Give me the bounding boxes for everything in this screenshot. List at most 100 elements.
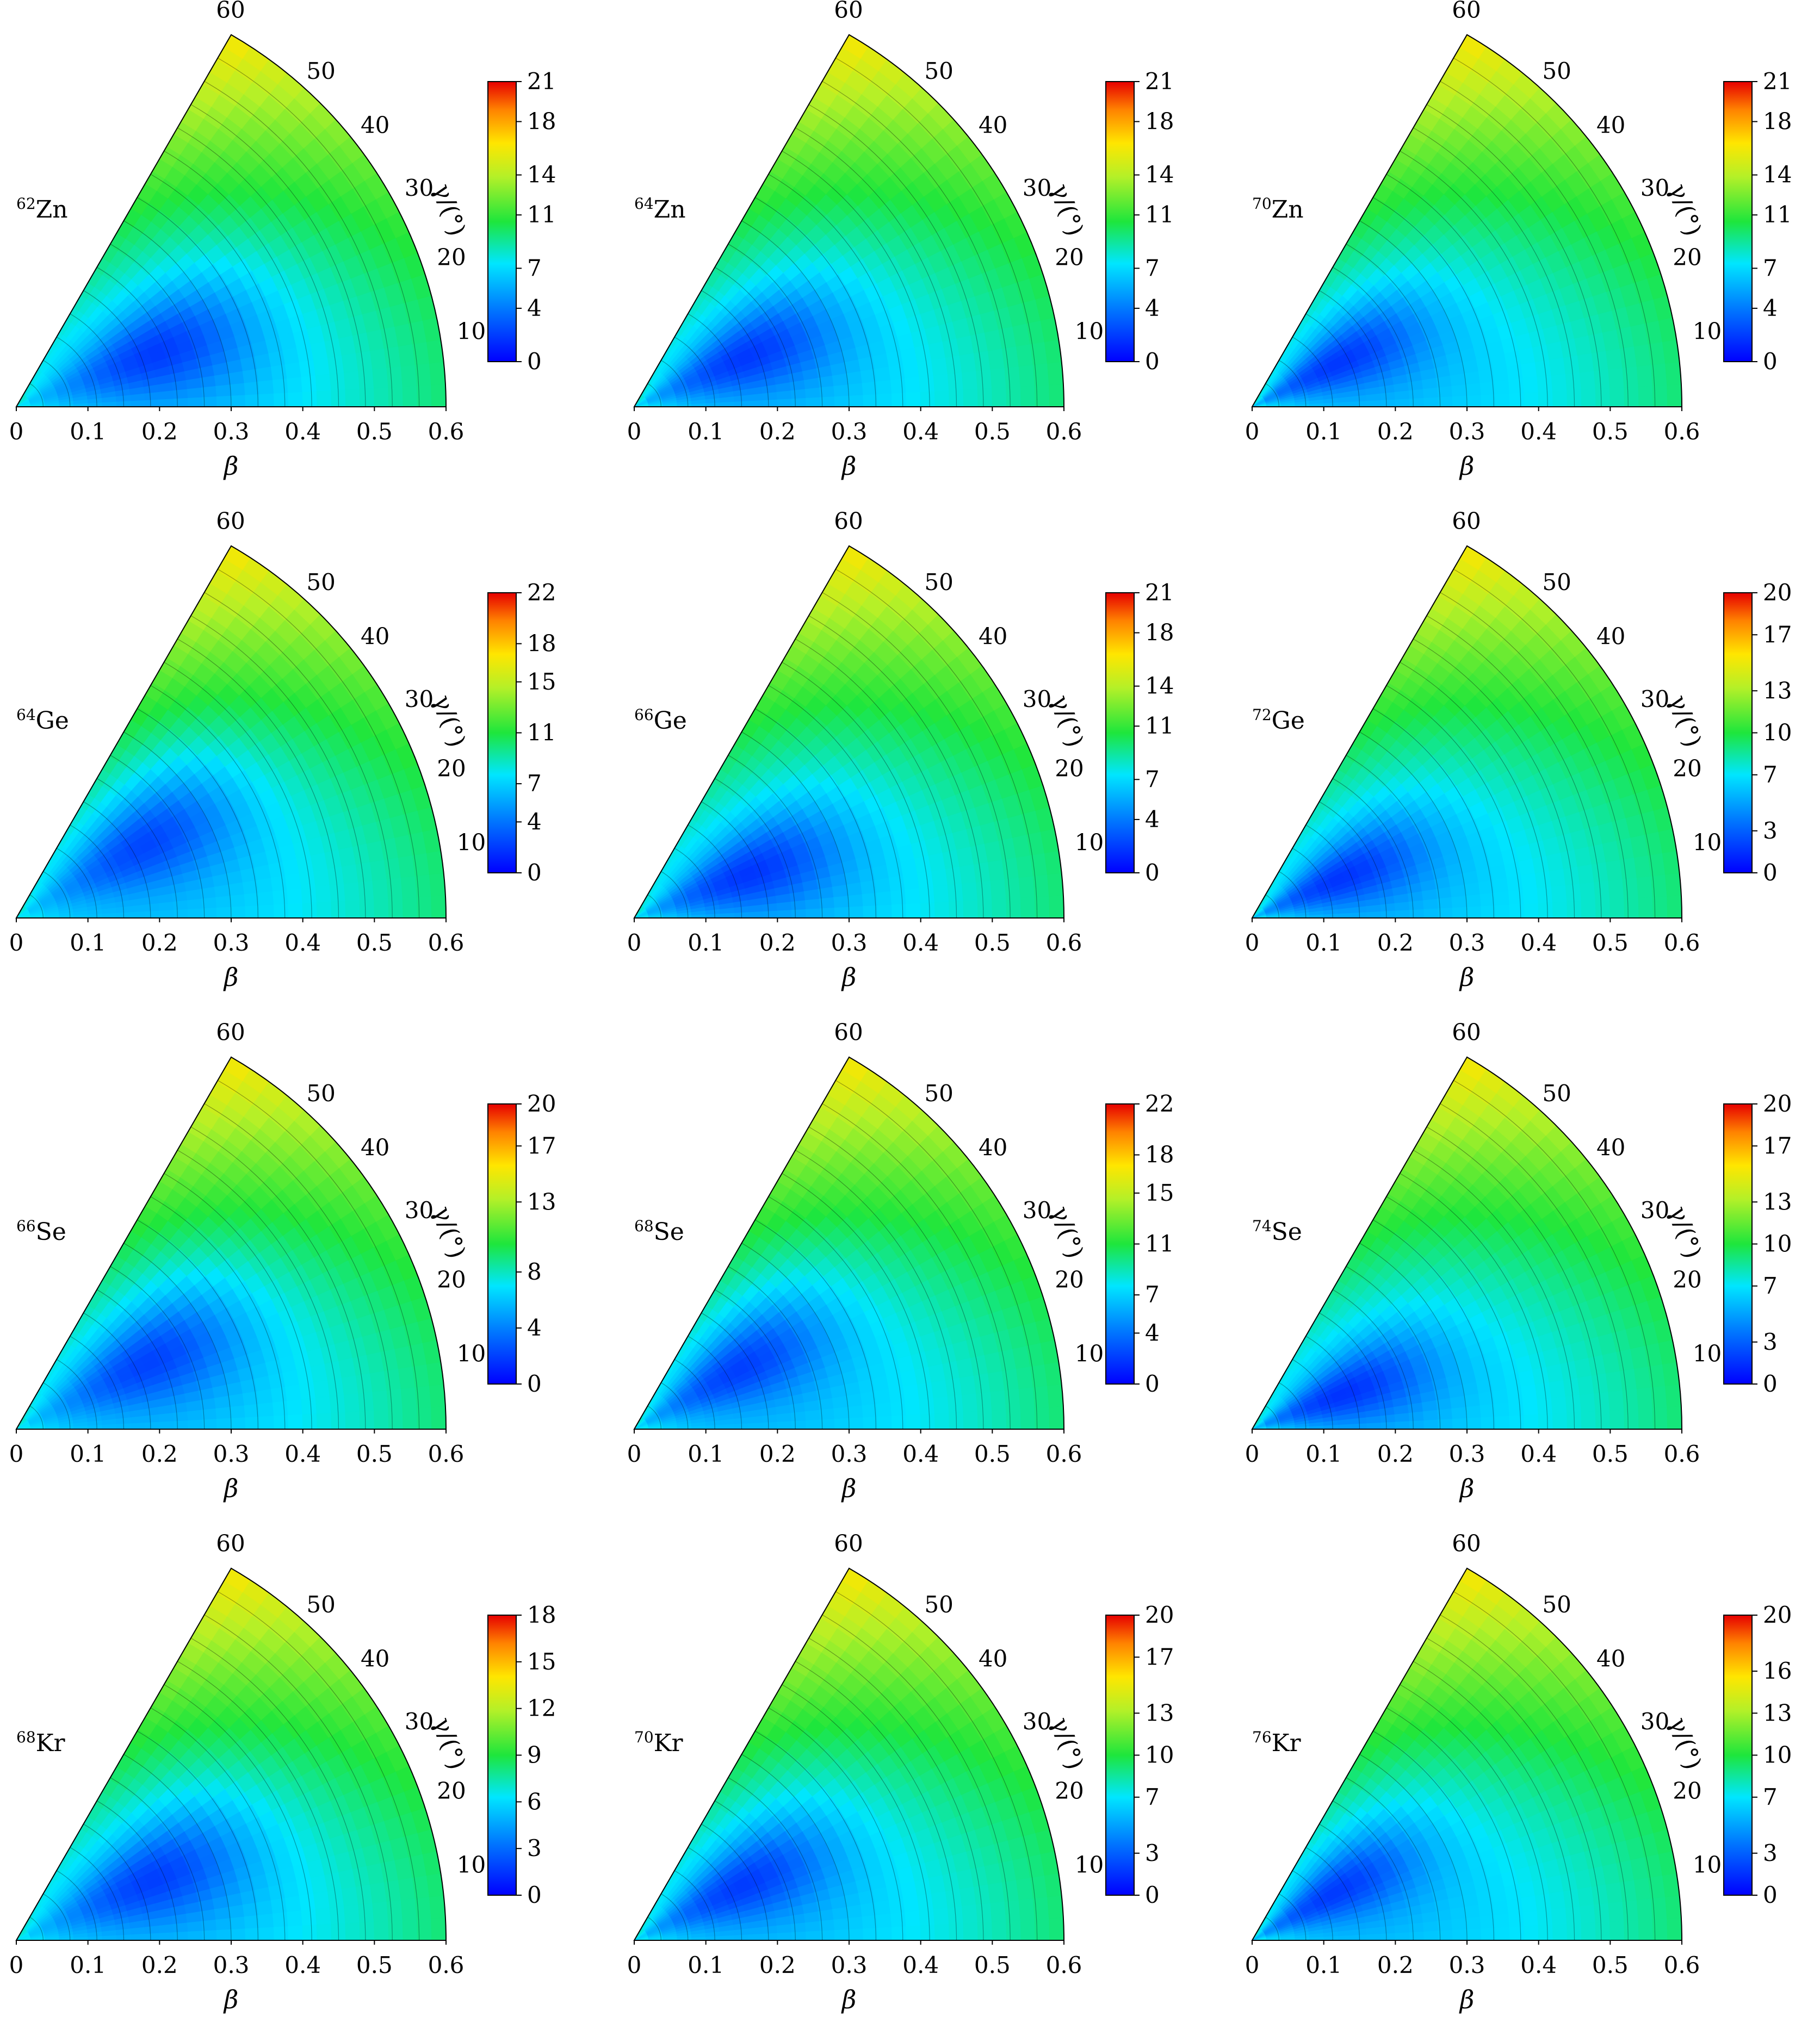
heat-cell [849, 1417, 864, 1430]
heat-cell [791, 909, 807, 919]
heat-cell [963, 899, 979, 919]
heat-cell [1001, 857, 1019, 879]
heat-cell [1520, 873, 1538, 890]
heat-cell [316, 390, 332, 407]
panel: 0 0.1 0.2 0.3 0.4 0.5 0.6β102030405060γ/(°)68S… [627, 1019, 1174, 1503]
heat-cell [1549, 868, 1566, 887]
heat-cell [1465, 382, 1482, 396]
colorbar-tick-label: 0 [527, 859, 542, 886]
heat-cell [1619, 857, 1637, 879]
heat-cell [902, 873, 920, 890]
heat-cell [359, 1410, 375, 1430]
heat-cell [1018, 364, 1035, 387]
heat-cell [355, 1373, 373, 1394]
heat-cell [1422, 898, 1439, 909]
heat-cell [777, 398, 793, 407]
heat-cell [1552, 901, 1568, 919]
sextant-frame [15, 34, 447, 407]
heat-cell [902, 362, 920, 379]
heat-cell [372, 1389, 389, 1411]
heat-cell [920, 902, 936, 919]
heat-cell [386, 1388, 403, 1410]
heat-cell [976, 880, 992, 901]
beta-tick-label: 0.1 [688, 929, 724, 956]
contour-line [150, 173, 286, 407]
heat-cell [1549, 357, 1566, 376]
heat-cell [369, 859, 387, 881]
heat-cell [288, 903, 304, 919]
heat-cell [933, 885, 949, 903]
heat-cell [1595, 388, 1611, 407]
heat-cell [287, 376, 303, 393]
colorbar-tick-label: 3 [1763, 817, 1778, 844]
heat-cell [1495, 904, 1511, 919]
beta-tick-label: 0 [9, 1441, 24, 1467]
heat-cell [345, 899, 361, 919]
gamma-tick-label: 50 [1542, 58, 1571, 84]
heat-cell [877, 393, 893, 407]
beta-tick-label: 0.1 [70, 929, 106, 956]
colorbar-tick-label: 14 [1763, 162, 1792, 188]
heat-cell [1452, 395, 1468, 407]
beta-tick-label: 0.5 [1592, 929, 1629, 956]
colorbar-tick-label: 11 [1145, 201, 1174, 228]
colorbar-tick-label: 14 [527, 162, 556, 188]
heat-cell [1522, 376, 1539, 393]
heat-cell [1506, 364, 1524, 380]
heat-cell [1016, 855, 1033, 878]
colorbar-tick-label: 21 [1145, 579, 1174, 606]
colorbar-tick-label: 18 [1145, 619, 1174, 646]
heat-cell [273, 903, 289, 919]
beta-tick-label: 0.5 [1592, 418, 1629, 445]
heat-cell [1366, 911, 1382, 919]
heat-cell [906, 903, 921, 919]
heat-cell [961, 370, 978, 390]
colorbar-tick-label: 0 [1763, 348, 1778, 375]
heat-cell [890, 378, 907, 394]
colorbar-tick-label: 0 [1763, 859, 1778, 886]
heat-cell [987, 348, 1005, 370]
heat-cell [1591, 861, 1609, 883]
heat-cell [959, 864, 976, 884]
heat-cell [849, 394, 864, 407]
heat-cell [374, 1409, 389, 1430]
colorbar-tick-label: 20 [1763, 579, 1792, 606]
heat-cell [230, 893, 246, 907]
heat-cell [258, 380, 274, 394]
heat-cell [1551, 374, 1567, 392]
panel: 0 0.1 0.2 0.3 0.4 0.5 0.6β102030405060γ/(°)72G… [1245, 507, 1792, 992]
contour-line [83, 290, 151, 407]
heat-cell [888, 364, 906, 380]
heat-cell [355, 350, 373, 371]
heat-cell [159, 1420, 175, 1430]
heat-cell [1667, 895, 1682, 919]
heat-cell [890, 889, 907, 905]
heat-cell [231, 1417, 246, 1430]
colorbar-tick-label: 0 [1145, 859, 1160, 886]
beta-tick-label: 0.3 [1449, 929, 1485, 956]
heat-cell [187, 898, 203, 909]
beta-tick-label: 0.2 [759, 929, 796, 956]
beta-tick-label: 0.1 [1305, 929, 1342, 956]
heat-cell [1452, 906, 1468, 919]
heat-cell [931, 868, 948, 887]
gamma-tick-label: 20 [437, 244, 466, 271]
heat-cell [383, 346, 401, 368]
contour-line [164, 151, 312, 407]
heat-cell [345, 1411, 361, 1430]
heat-cell [398, 855, 416, 878]
nucleus-label: 62Zn [16, 195, 68, 224]
contour-line [218, 58, 420, 407]
gamma-tick-label: 60 [1452, 0, 1481, 23]
heat-cell [877, 904, 893, 919]
gamma-tick-label: 30 [1023, 686, 1051, 712]
heat-cell [1537, 886, 1553, 903]
heat-cell [1001, 346, 1019, 368]
gamma-tick-label: 20 [1673, 755, 1701, 782]
heat-cell [1534, 871, 1552, 889]
beta-tick-label: 0.4 [284, 1441, 321, 1467]
beta-tick-label: 0.6 [1046, 418, 1082, 445]
x-axis-label: β [223, 451, 239, 481]
heat-cell [849, 905, 864, 919]
heat-cell [1538, 902, 1553, 919]
